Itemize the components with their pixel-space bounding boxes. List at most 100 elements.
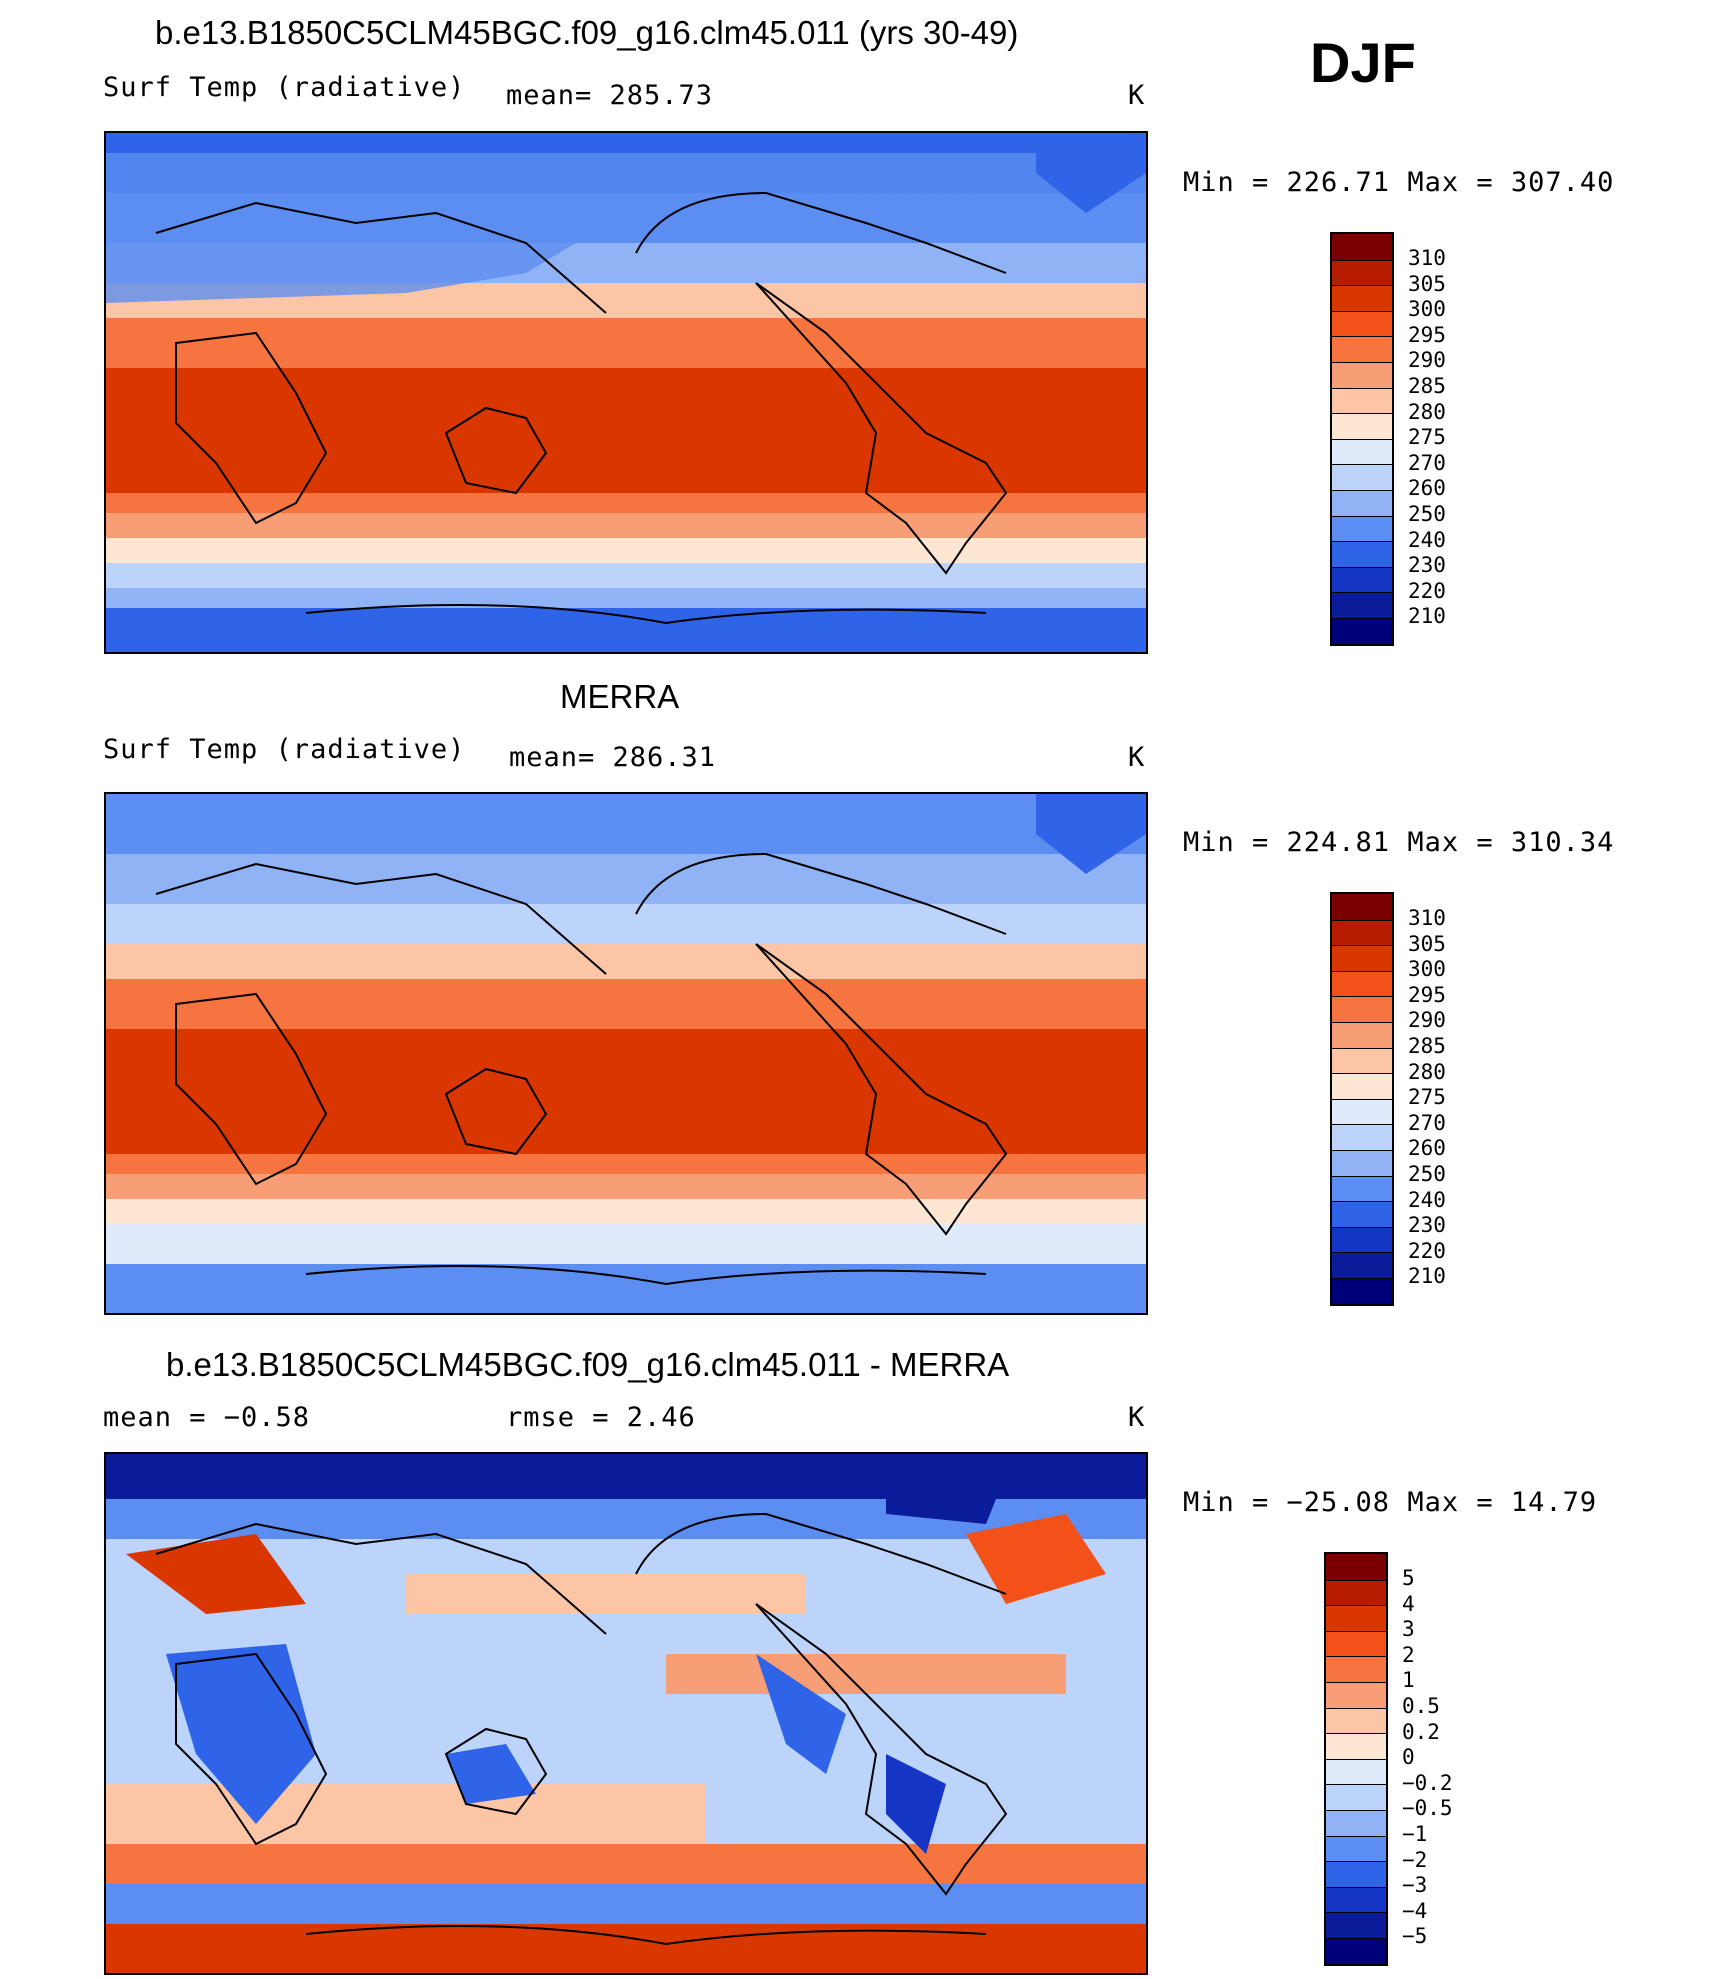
panel1-colorbar-swatch	[1332, 310, 1392, 337]
panel1-colorbar-swatch	[1332, 361, 1392, 388]
panel2-map-field	[106, 794, 1146, 1313]
panel2-colorbar-swatch	[1332, 1201, 1392, 1227]
season-label: DJF	[1310, 31, 1416, 94]
panel1-colorbar-swatch	[1332, 515, 1392, 542]
panel3-colorbar-swatch	[1326, 1579, 1386, 1606]
panel1-colorbar-swatch	[1332, 541, 1392, 567]
panel2-colorbar-swatch	[1332, 1175, 1392, 1202]
panel2-colorbar-swatch	[1332, 1226, 1392, 1253]
panel1-colorbar-label: 305	[1408, 271, 1446, 296]
panel1-colorbar-swatch	[1332, 336, 1392, 362]
panel3-colorbar-label: −1	[1402, 1821, 1428, 1846]
panel2-colorbar-label: 275	[1408, 1085, 1446, 1110]
panel2-colorbar-label: 290	[1408, 1008, 1446, 1033]
panel3-units-label: K	[1128, 1402, 1146, 1433]
panel3-rmse-label: rmse = 2.46	[506, 1402, 696, 1433]
panel1-mean-label: mean= 285.73	[506, 80, 714, 111]
panel1-colorbar	[1330, 232, 1394, 646]
panel1-colorbar-label: 285	[1408, 373, 1446, 398]
panel1-colorbar-swatch	[1332, 617, 1392, 644]
panel2-colorbar-swatch	[1332, 919, 1392, 946]
panel1-colorbar-swatch	[1332, 592, 1392, 618]
panel3-colorbar-label: 0	[1402, 1745, 1415, 1770]
panel3-colorbar-swatch	[1326, 1630, 1386, 1657]
panel1-colorbar-label: 250	[1408, 501, 1446, 526]
panel3-colorbar-swatch	[1326, 1681, 1386, 1708]
panel2-colorbar-label: 270	[1408, 1110, 1446, 1135]
panel3-mean-label: mean = −0.58	[103, 1402, 311, 1433]
panel3-colorbar-label: 0.5	[1402, 1693, 1440, 1718]
panel2-colorbar-swatch	[1332, 1252, 1392, 1278]
panel1-colorbar-swatch	[1332, 387, 1392, 414]
panel2-colorbar-swatch	[1332, 894, 1392, 920]
panel2-variable-label: Surf Temp (radiative)	[103, 734, 466, 765]
panel3-colorbar-swatch	[1326, 1758, 1386, 1785]
panel2-colorbar-label: 295	[1408, 982, 1446, 1007]
panel3-colorbar-label: 5	[1402, 1566, 1415, 1590]
panel1-colorbar-swatch	[1332, 566, 1392, 593]
panel3-colorbar-swatch	[1326, 1656, 1386, 1682]
panel1-colorbar-swatch	[1332, 259, 1392, 286]
panel1-colorbar-swatch	[1332, 438, 1392, 465]
panel1-title: b.e13.B1850C5CLM45BGC.f09_g16.clm45.011 …	[155, 14, 1019, 51]
panel2-colorbar-label: 300	[1408, 957, 1446, 982]
panel3-colorbar-label: −4	[1402, 1898, 1428, 1923]
panel3-colorbar-swatch	[1326, 1912, 1386, 1938]
panel3-map	[104, 1452, 1148, 1975]
panel1-colorbar-swatch	[1332, 285, 1392, 311]
panel2-colorbar-label: 310	[1408, 906, 1446, 930]
panel2-colorbar-swatch	[1332, 1277, 1392, 1304]
panel2-colorbar-swatch	[1332, 1021, 1392, 1048]
panel1-colorbar-label: 280	[1408, 399, 1446, 424]
panel1-variable-label: Surf Temp (radiative)	[103, 72, 466, 103]
panel3-colorbar-swatch	[1326, 1937, 1386, 1964]
panel1-map-field	[106, 133, 1146, 652]
panel3-colorbar-label: −0.5	[1402, 1796, 1453, 1821]
panel1-colorbar-swatch	[1332, 489, 1392, 516]
panel1-colorbar-swatch	[1332, 464, 1392, 490]
panel2-colorbar-label: 210	[1408, 1264, 1446, 1289]
panel2-map	[104, 792, 1148, 1315]
panel2-colorbar-label: 285	[1408, 1033, 1446, 1058]
panel3-colorbar	[1324, 1552, 1388, 1966]
panel3-title: b.e13.B1850C5CLM45BGC.f09_g16.clm45.011 …	[166, 1346, 1010, 1383]
panel2-colorbar-label: 305	[1408, 931, 1446, 956]
panel1-colorbar-label: 275	[1408, 425, 1446, 450]
panel3-colorbar-label: 3	[1402, 1617, 1415, 1642]
panel2-title: MERRA	[560, 678, 680, 715]
panel2-colorbar-labels: 310 305 300 295 290 285 280 275 270 260 250 240 230 2…	[1408, 906, 1446, 1290]
panel2-colorbar-swatch	[1332, 970, 1392, 997]
panel1-colorbar-label: 270	[1408, 450, 1446, 475]
panel2-colorbar-swatch	[1332, 1149, 1392, 1176]
panel2-colorbar-swatch	[1332, 1073, 1392, 1099]
panel3-colorbar-swatch	[1326, 1784, 1386, 1810]
panel1-colorbar-label: 260	[1408, 476, 1446, 501]
panel2-colorbar-swatch	[1332, 945, 1392, 971]
panel2-colorbar-swatch	[1332, 1098, 1392, 1125]
panel3-minmax: Min = −25.08 Max = 14.79	[1183, 1487, 1598, 1518]
panel3-colorbar-swatch	[1326, 1707, 1386, 1734]
panel3-colorbar-labels: 5 4 3 2 1 0.5 0.2 0 −0.2 −0.5 −1 −2 −3 −4 −5	[1402, 1566, 1453, 1950]
panel3-colorbar-label: −0.2	[1402, 1770, 1453, 1795]
panel1-colorbar-swatch	[1332, 234, 1392, 260]
panel1-colorbar-swatch	[1332, 413, 1392, 439]
panel3-colorbar-swatch	[1326, 1554, 1386, 1580]
panel3-colorbar-label: −2	[1402, 1847, 1428, 1872]
panel2-colorbar-swatch	[1332, 996, 1392, 1022]
panel2-colorbar-label: 250	[1408, 1161, 1446, 1186]
panel3-colorbar-label: 1	[1402, 1668, 1415, 1693]
panel3-colorbar-swatch	[1326, 1861, 1386, 1887]
panel2-colorbar-label: 220	[1408, 1238, 1446, 1263]
panel3-colorbar-swatch	[1326, 1886, 1386, 1913]
panel1-colorbar-labels: 310 305 300 295 290 285 280 275 270 260 250 240 230 2…	[1408, 246, 1446, 630]
panel3-colorbar-label: −3	[1402, 1873, 1428, 1898]
panel3-colorbar-label: 4	[1402, 1591, 1415, 1616]
panel1-colorbar-label: 295	[1408, 322, 1446, 347]
panel2-colorbar-swatch	[1332, 1124, 1392, 1150]
panel1-map	[104, 131, 1148, 654]
panel3-colorbar-swatch	[1326, 1733, 1386, 1759]
panel1-colorbar-label: 300	[1408, 297, 1446, 322]
panel1-colorbar-label: 310	[1408, 246, 1446, 270]
panel1-colorbar-label: 290	[1408, 348, 1446, 373]
panel1-colorbar-label: 220	[1408, 578, 1446, 603]
